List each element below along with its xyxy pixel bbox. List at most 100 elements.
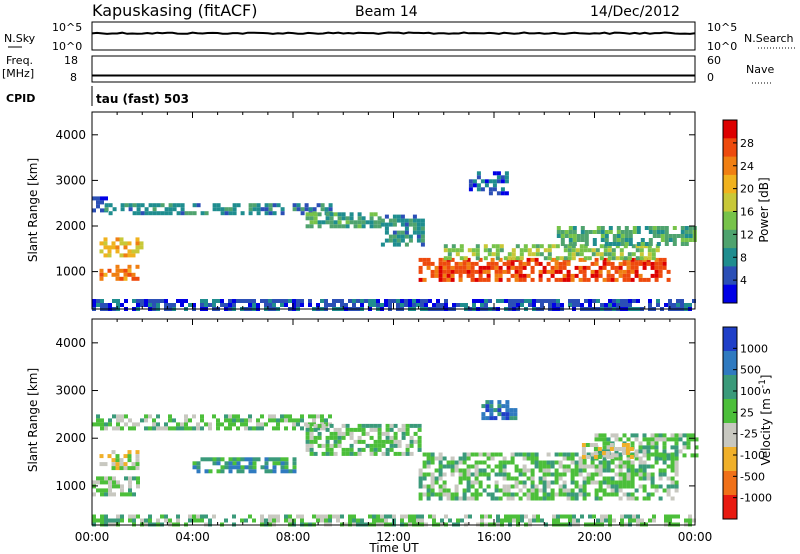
- colorbar-tick-label: 1000: [740, 342, 768, 355]
- heatmap-cell: [377, 220, 382, 225]
- heatmap-cell: [108, 303, 112, 307]
- heatmap-cell: [264, 518, 268, 523]
- heatmap-cell: [224, 518, 228, 523]
- heatmap-cell: [636, 242, 641, 246]
- heatmap-cell: [630, 441, 635, 446]
- heatmap-cell: [654, 273, 659, 278]
- heatmap-cell: [634, 472, 639, 477]
- heatmap-cell: [280, 299, 284, 303]
- heatmap-cell: [674, 456, 679, 461]
- heatmap-cell: [380, 514, 384, 519]
- heatmap-cell: [666, 456, 671, 461]
- heatmap-cell: [534, 484, 539, 489]
- heatmap-cell: [670, 480, 675, 485]
- heatmap-cell: [593, 455, 598, 459]
- heatmap-cell: [430, 488, 435, 493]
- heatmap-cell: [630, 460, 635, 465]
- heatmap-cell: [100, 488, 104, 493]
- heatmap-cell: [418, 492, 423, 497]
- heatmap-cell: [340, 303, 344, 307]
- heatmap-cell: [139, 245, 144, 250]
- heatmap-cell: [260, 518, 264, 523]
- heatmap-cell: [152, 299, 156, 303]
- heatmap-cell: [598, 496, 603, 501]
- heatmap-cell: [558, 265, 563, 270]
- heatmap-cell: [634, 437, 639, 442]
- heatmap-cell: [582, 496, 587, 501]
- heatmap-cell: [662, 437, 667, 442]
- heatmap-cell: [487, 248, 492, 253]
- heatmap-cell: [596, 518, 600, 523]
- heatmap-cell: [544, 299, 548, 303]
- colorbar-swatch: [723, 248, 737, 267]
- heatmap-cell: [650, 464, 655, 469]
- cpid-program: tau (fast) 503: [96, 92, 189, 106]
- heatmap-cell: [393, 451, 398, 456]
- heatmap-cell: [486, 492, 491, 497]
- heatmap-cell: [115, 264, 120, 269]
- heatmap-cell: [99, 272, 104, 277]
- heatmap-cell: [586, 472, 591, 477]
- heatmap-cell: [554, 452, 559, 457]
- heatmap-cell: [135, 450, 140, 455]
- heatmap-cell: [396, 214, 401, 219]
- y-tick-label: 2000: [55, 219, 86, 233]
- heatmap-cell: [324, 514, 328, 519]
- heatmap-cell: [603, 244, 608, 249]
- heatmap-cell: [574, 460, 579, 465]
- heatmap-cell: [442, 492, 447, 497]
- heatmap-cell: [393, 435, 398, 440]
- heatmap-cell: [530, 269, 535, 274]
- heatmap-cell: [337, 431, 342, 436]
- heatmap-cell: [184, 299, 188, 303]
- heatmap-cell: [108, 422, 112, 427]
- heatmap-cell: [670, 468, 675, 473]
- heatmap-cell: [136, 211, 141, 216]
- heatmap-cell: [426, 484, 431, 489]
- heatmap-cell: [389, 427, 394, 432]
- heatmap-cell: [635, 248, 640, 253]
- heatmap-cell: [680, 226, 685, 230]
- velocity-xlabel: Time UT: [368, 541, 419, 554]
- heatmap-cell: [454, 265, 459, 270]
- heatmap-cell: [397, 443, 402, 448]
- heatmap-cell: [380, 242, 385, 247]
- heatmap-cell: [184, 418, 188, 423]
- heatmap-cell: [592, 242, 597, 246]
- heatmap-cell: [602, 261, 607, 266]
- heatmap-cell: [408, 234, 413, 239]
- heatmap-cell: [276, 518, 280, 523]
- heatmap-cell: [385, 451, 390, 456]
- heatmap-cell: [520, 299, 524, 303]
- heatmap-cell: [580, 226, 585, 230]
- heatmap-cell: [345, 220, 350, 225]
- heatmap-cell: [508, 514, 512, 519]
- heatmap-cell: [140, 518, 144, 523]
- heatmap-cell: [564, 514, 568, 519]
- heatmap-cell: [646, 464, 651, 469]
- heatmap-cell: [582, 460, 587, 465]
- heatmap-cell: [620, 234, 625, 238]
- heatmap-cell: [576, 299, 580, 303]
- heatmap-cell: [256, 203, 261, 208]
- heatmap-cell: [505, 400, 510, 405]
- heatmap-cell: [216, 418, 220, 423]
- heatmap-cell: [654, 488, 659, 493]
- heatmap-cell: [136, 207, 141, 212]
- heatmap-cell: [127, 253, 132, 258]
- heatmap-cell: [688, 518, 692, 523]
- heatmap-cell: [542, 460, 547, 465]
- heatmap-cell: [376, 518, 380, 523]
- heatmap-cell: [630, 476, 635, 481]
- heatmap-cell: [514, 269, 519, 274]
- heatmap-cell: [236, 461, 241, 466]
- heatmap-cell: [570, 273, 575, 278]
- heatmap-cell: [357, 451, 362, 456]
- heatmap-cell: [341, 216, 346, 221]
- heatmap-cell: [524, 299, 528, 303]
- heatmap-cell: [654, 261, 659, 266]
- heatmap-cell: [224, 465, 229, 470]
- heatmap-cell: [579, 248, 584, 253]
- heatmap-cell: [538, 273, 543, 278]
- heatmap-cell: [450, 257, 455, 262]
